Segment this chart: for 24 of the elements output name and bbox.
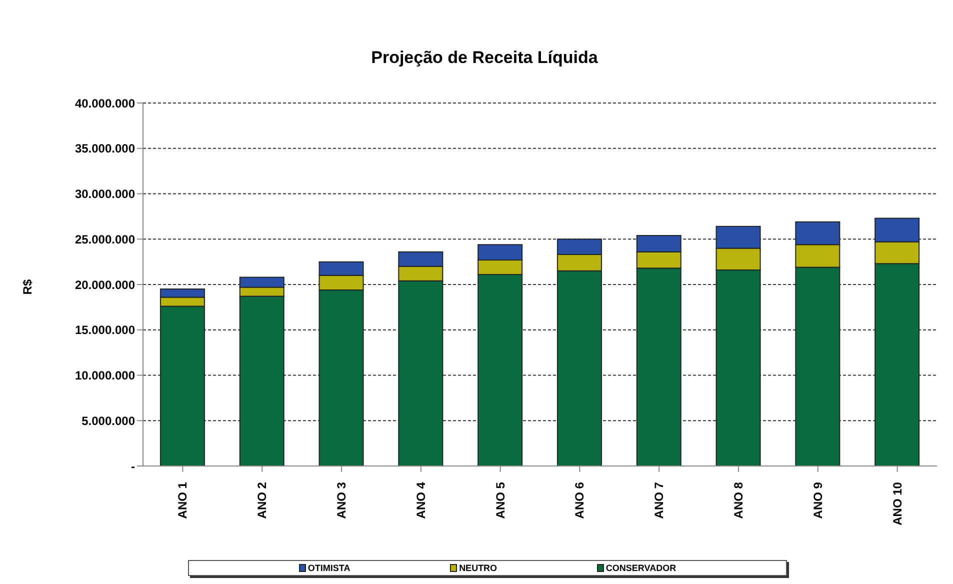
y-tick-label: 40.000.000 (74, 96, 136, 110)
x-tick-label: ANO 7 (652, 482, 666, 519)
y-tick-label: 15.000.000 (74, 323, 136, 338)
y-tick-label: 35.000.000 (74, 142, 136, 156)
x-tick-label: ANO 3 (334, 482, 348, 519)
chart-title: Projeção de Receita Líquida (370, 48, 599, 68)
legend-label: OTIMISTA (306, 563, 350, 573)
y-tick-label: 25.000.000 (74, 232, 136, 246)
x-tick-label: ANO 10 (890, 482, 904, 526)
x-tick-label: ANO 5 (493, 482, 508, 519)
legend-label: CONSERVADOR (604, 563, 676, 573)
x-tick-label: ANO 6 (572, 482, 587, 519)
legend-label: NEUTRO (458, 563, 498, 573)
y-tick-label: - (131, 459, 135, 474)
x-tick-label: ANO 8 (732, 482, 746, 519)
x-tick-label: ANO 4 (414, 482, 428, 519)
y-axis-title: R$ (20, 279, 35, 295)
y-tick-label: 5.000.000 (82, 414, 136, 428)
x-tick-label: ANO 1 (176, 482, 190, 519)
y-tick-label: 30.000.000 (74, 187, 136, 202)
x-tick-label: ANO 9 (810, 482, 825, 519)
x-tick-label: ANO 2 (255, 482, 270, 519)
y-tick-label: 20.000.000 (74, 278, 136, 292)
y-tick-label: 10.000.000 (74, 368, 136, 383)
